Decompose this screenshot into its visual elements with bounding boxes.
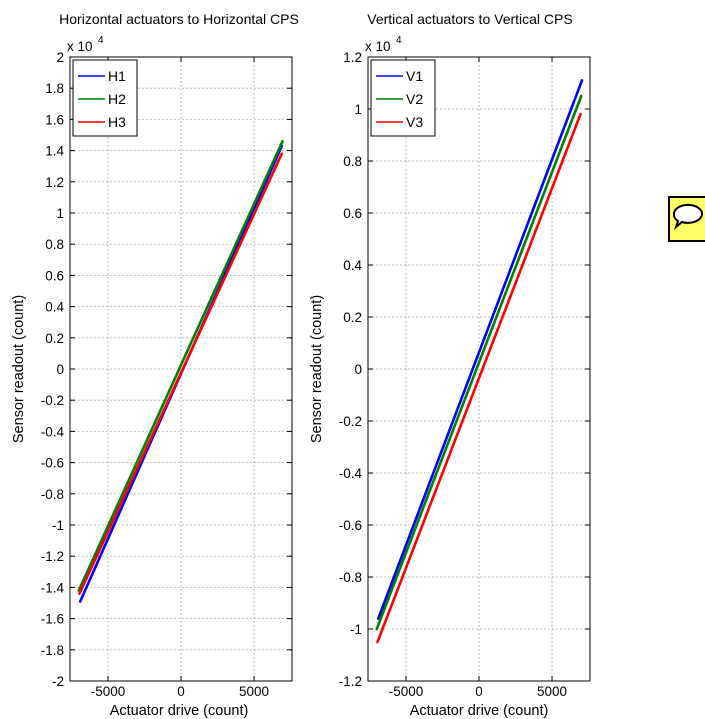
y-tick-label: 0 bbox=[56, 362, 64, 377]
y-tick-label: 0.8 bbox=[45, 237, 64, 252]
series-line-h3 bbox=[78, 152, 284, 595]
x-tick-label: 5000 bbox=[537, 684, 567, 699]
chart-title: Horizontal actuators to Horizontal CPS bbox=[59, 11, 299, 27]
legend-label-v3: V3 bbox=[406, 114, 423, 130]
legend-label-h2: H2 bbox=[108, 91, 126, 107]
x-tick-label: 0 bbox=[475, 684, 483, 699]
y-exponent-label: x 10 bbox=[365, 39, 391, 54]
legend-label-h1: H1 bbox=[108, 68, 126, 84]
y-tick-label: -0.8 bbox=[41, 487, 64, 502]
x-tick-label: 5000 bbox=[239, 684, 269, 699]
y-exponent-power: 4 bbox=[396, 35, 402, 46]
chart-title: Vertical actuators to Vertical CPS bbox=[367, 11, 572, 27]
chart-panel-2: -5000 0 5000 1.2 1 0.8 0.6 0.4 0.2 0 -0.2 -0.4 -0.6 -… bbox=[309, 11, 591, 719]
legend-box bbox=[370, 59, 436, 137]
y-tick-label: -2 bbox=[52, 674, 64, 689]
x-tick-label: -5000 bbox=[91, 684, 126, 699]
y-tick-label: 1.2 bbox=[343, 50, 362, 65]
y-tick-label: 1 bbox=[354, 102, 362, 117]
y-tick-label: -0.4 bbox=[41, 424, 65, 439]
y-tick-label: -1.2 bbox=[339, 674, 362, 689]
x-axis-label: Actuator drive (count) bbox=[410, 703, 549, 719]
y-axis-label: Sensor readout (count) bbox=[11, 295, 27, 443]
legend: V1 V2 V3 bbox=[370, 59, 436, 137]
y-tick-label: -0.2 bbox=[339, 414, 362, 429]
y-tick-label: -0.6 bbox=[41, 456, 64, 471]
y-tick-label: -1 bbox=[350, 622, 362, 637]
y-tick-label: -1.6 bbox=[41, 612, 64, 627]
x-tick-label: -5000 bbox=[389, 684, 424, 699]
series-line-v3 bbox=[376, 112, 582, 644]
x-axis-label: Actuator drive (count) bbox=[110, 703, 249, 719]
series-line-v1 bbox=[376, 79, 584, 620]
legend-label-h3: H3 bbox=[108, 114, 126, 130]
y-tick-label: 0.2 bbox=[45, 331, 64, 346]
legend-box bbox=[72, 59, 138, 137]
y-tick-label: -0.4 bbox=[339, 466, 363, 481]
y-axis-label: Sensor readout (count) bbox=[309, 295, 325, 443]
legend-label-v1: V1 bbox=[406, 68, 423, 84]
y-tick-label: -0.2 bbox=[41, 393, 64, 408]
y-tick-label: 0.6 bbox=[45, 268, 64, 283]
y-tick-label: -0.8 bbox=[339, 570, 362, 585]
y-tick-label: 2 bbox=[56, 50, 64, 65]
y-exponent-power: 4 bbox=[98, 35, 104, 46]
y-tick-label: 0 bbox=[354, 362, 362, 377]
series-line-v2 bbox=[375, 94, 583, 631]
y-tick-label: 0.8 bbox=[343, 154, 362, 169]
legend-label-v2: V2 bbox=[406, 91, 423, 107]
y-tick-label: -1.4 bbox=[41, 580, 65, 595]
y-tick-label: 1.6 bbox=[45, 112, 64, 127]
y-tick-label: -1 bbox=[52, 518, 64, 533]
y-tick-label: 1.4 bbox=[45, 144, 64, 159]
y-tick-label: 1.2 bbox=[45, 175, 64, 190]
y-tick-label: -1.8 bbox=[41, 643, 64, 658]
y-tick-label: 0.2 bbox=[343, 310, 362, 325]
x-tick-label: 0 bbox=[177, 684, 185, 699]
chart-panel-1: -5000 0 5000 2 1.8 1.6 1.4 1.2 1 0.8 0.6 0.4 0.2 0 -0.… bbox=[11, 11, 299, 719]
y-exponent-label: x 10 bbox=[67, 39, 93, 54]
y-tick-label: -0.6 bbox=[339, 518, 362, 533]
y-tick-label: 1 bbox=[56, 206, 64, 221]
y-tick-label: 0.4 bbox=[343, 258, 362, 273]
y-tick-label: 0.4 bbox=[45, 300, 64, 315]
y-tick-label: -1.2 bbox=[41, 549, 64, 564]
legend: H1 H2 H3 bbox=[72, 59, 138, 137]
y-tick-label: 0.6 bbox=[343, 206, 362, 221]
y-tick-label: 1.8 bbox=[45, 81, 64, 96]
series-line-h2 bbox=[77, 139, 284, 592]
speech-bubble-icon[interactable] bbox=[668, 196, 705, 242]
